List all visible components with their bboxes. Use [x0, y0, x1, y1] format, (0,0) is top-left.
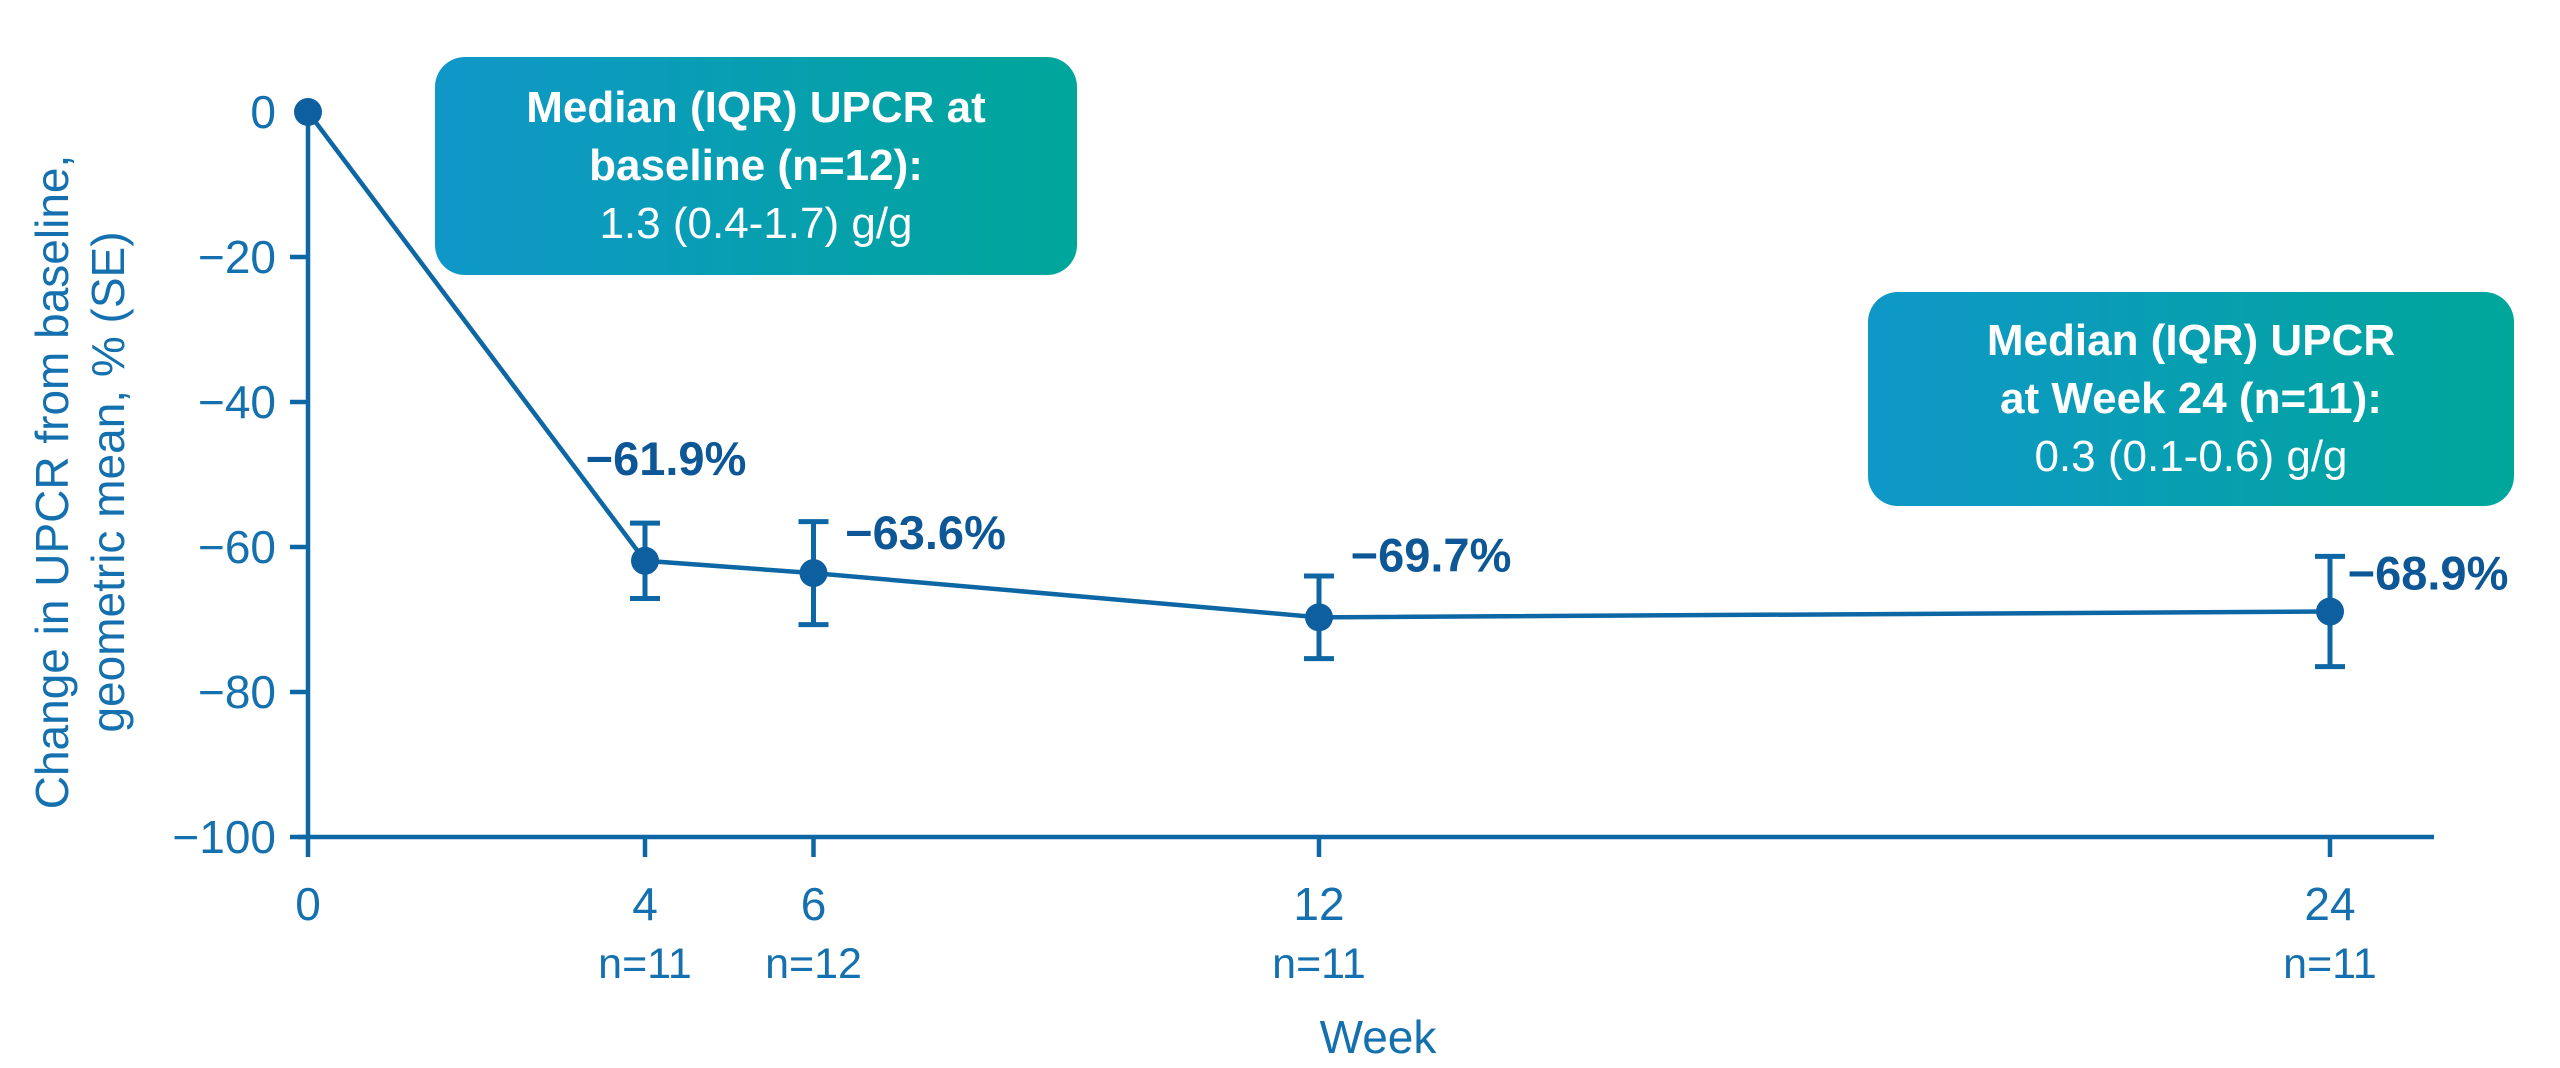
data-point	[2316, 597, 2344, 626]
data-point	[294, 98, 322, 126]
data-point-label: −69.7%	[1351, 528, 1512, 581]
callout-week24-title-line1: Median (IQR) UPCR	[1986, 315, 2396, 365]
data-point-label: −61.9%	[586, 432, 747, 485]
data-point-label: −68.9%	[2348, 547, 2509, 600]
x-tick-label: 0	[295, 878, 321, 930]
x-tick-label: 4	[632, 878, 658, 930]
y-axis-title-line2: geometric mean, % (SE)	[82, 231, 134, 733]
data-point	[799, 559, 828, 588]
data-point	[1305, 603, 1333, 632]
callout-week24-value: 0.3 (0.1-0.6) g/g	[2034, 432, 2348, 482]
n-count-label: n=11	[2283, 940, 2377, 988]
y-tick-label: −20	[198, 231, 276, 283]
n-count-label: n=12	[765, 940, 862, 988]
y-tick-label: −60	[198, 521, 276, 573]
y-tick-label: −80	[198, 666, 276, 718]
y-tick-label: −40	[198, 376, 276, 428]
callout-week24: Median (IQR) UPCR at Week 24 (n=11): 0.3…	[1868, 292, 2514, 506]
callout-baseline: Median (IQR) UPCR at baseline (n=12): 1.…	[435, 57, 1077, 275]
x-tick-label: 12	[1293, 878, 1344, 930]
callout-week24-title-line2: at Week 24 (n=11):	[2000, 373, 2382, 423]
data-point-label: −63.6%	[845, 506, 1006, 559]
callout-baseline-value: 1.3 (0.4-1.7) g/g	[599, 199, 913, 249]
y-axis-title: Change in UPCR from baseline, geometric …	[24, 155, 136, 810]
n-count-label: n=11	[1272, 940, 1366, 988]
x-tick-label: 24	[2304, 878, 2355, 930]
x-tick-label: 6	[801, 878, 827, 930]
callout-baseline-title-line2: baseline (n=12):	[589, 140, 923, 190]
y-tick-label: −100	[172, 811, 276, 863]
y-axis-title-line1: Change in UPCR from baseline,	[25, 154, 78, 810]
n-count-label: n=11	[598, 940, 692, 988]
y-tick-label: 0	[250, 86, 276, 138]
x-axis-title: Week	[1319, 1011, 1437, 1063]
callout-baseline-title-line1: Median (IQR) UPCR at	[526, 82, 986, 132]
data-point	[631, 546, 659, 575]
